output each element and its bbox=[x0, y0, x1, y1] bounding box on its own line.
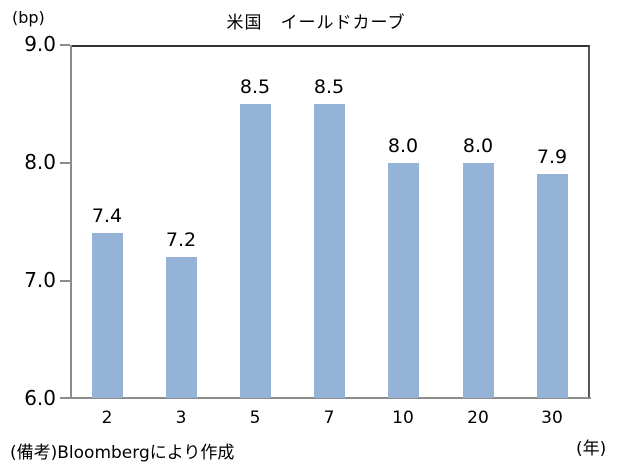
y-axis-unit: (bp) bbox=[12, 8, 45, 27]
x-axis bbox=[60, 397, 591, 399]
x-tick-label: 3 bbox=[175, 408, 187, 428]
chart-title: 米国 イールドカーブ bbox=[226, 13, 406, 33]
plot-area bbox=[71, 45, 590, 398]
value-label: 8.0 bbox=[387, 134, 419, 157]
value-label: 7.4 bbox=[91, 205, 123, 228]
bar bbox=[314, 103, 345, 398]
x-tick-label: 7 bbox=[323, 408, 335, 428]
value-label: 8.5 bbox=[239, 75, 271, 98]
x-tick-label: 5 bbox=[249, 408, 261, 428]
y-tick-label: 6.0 bbox=[24, 386, 56, 410]
x-tick-label: 2 bbox=[101, 408, 113, 428]
x-tick-label: 20 bbox=[467, 408, 489, 428]
bar bbox=[537, 174, 568, 398]
y-tick bbox=[60, 280, 70, 282]
value-label: 8.0 bbox=[462, 134, 494, 157]
bar bbox=[240, 103, 271, 398]
value-label: 7.9 bbox=[536, 146, 568, 169]
y-tick-label: 9.0 bbox=[24, 32, 56, 56]
y-tick bbox=[60, 162, 70, 164]
y-tick bbox=[60, 44, 70, 46]
bar bbox=[166, 256, 197, 398]
x-tick-label: 10 bbox=[392, 408, 414, 428]
bar bbox=[92, 233, 123, 398]
y-tick-label: 8.0 bbox=[24, 150, 56, 174]
source-note: (備考)Bloombergにより作成 bbox=[10, 443, 235, 463]
value-label: 7.2 bbox=[165, 228, 197, 251]
x-tick-label: 30 bbox=[541, 408, 563, 428]
value-label: 8.5 bbox=[313, 75, 345, 98]
bar bbox=[463, 162, 494, 398]
bar bbox=[388, 162, 419, 398]
x-axis-unit: (年) bbox=[576, 439, 607, 459]
y-axis bbox=[70, 45, 72, 399]
y-tick-label: 7.0 bbox=[24, 268, 56, 292]
